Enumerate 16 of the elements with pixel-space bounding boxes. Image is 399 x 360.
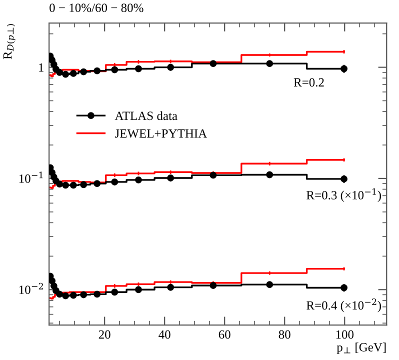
- x-tick-label: 60: [218, 330, 230, 339]
- annotation: R=0.2: [294, 78, 324, 87]
- annotation: R=0.3 (×10$^{−1}$): [306, 188, 381, 202]
- legend-label: ATLAS data: [114, 111, 178, 120]
- x-axis-title: p$_{⊥}$ [GeV]: [336, 342, 386, 354]
- legend-label: JEWEL+PYTHIA: [114, 129, 208, 138]
- y-tick-label: 10$^{−2}$: [19, 282, 43, 294]
- y-tick-label: 10$^{−1}$: [19, 172, 43, 183]
- y-tick-label: 1: [39, 63, 44, 72]
- annotation: R=0.4 (×10$^{−2}$): [306, 298, 381, 312]
- x-tick-label: 20: [98, 330, 110, 339]
- x-tick-label: 40: [158, 330, 170, 339]
- y-axis-title: R$_{D(p⊥)}$: [3, 24, 16, 60]
- x-tick-label: 100: [336, 330, 354, 339]
- chart-title: 0 − 10%/60 − 80%: [50, 4, 144, 12]
- x-tick-label: 80: [278, 330, 290, 339]
